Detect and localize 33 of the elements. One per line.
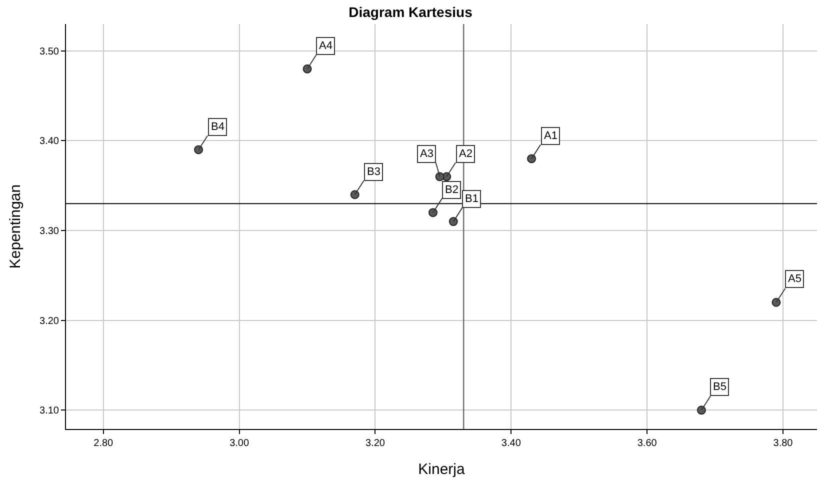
point: [302, 64, 312, 74]
point: [435, 172, 444, 182]
y-axis-title: Kepentingan: [6, 184, 24, 269]
y-tick-label: 3.50: [40, 46, 60, 58]
x-tick-label: 3.80: [773, 438, 794, 449]
point: [448, 217, 458, 226]
x-axis-title: Kinerja: [418, 461, 466, 478]
point: [527, 154, 536, 164]
annotation: B2: [445, 184, 458, 196]
annotation: A5: [788, 273, 802, 285]
annotation: B1: [465, 193, 478, 205]
point: [194, 145, 204, 154]
annotation: A2: [459, 148, 472, 160]
y-tick-label: 3.10: [40, 406, 60, 417]
x-tick-label: 3.40: [501, 438, 522, 449]
point: [696, 406, 706, 415]
annotation: B4: [211, 121, 224, 133]
annotation: A4: [319, 40, 332, 52]
annotation: A1: [544, 130, 558, 142]
point: [428, 208, 438, 218]
annotation: B3: [367, 166, 380, 178]
point: [772, 298, 781, 307]
y-tick-label: 3.40: [40, 136, 60, 148]
annotation: A3: [420, 148, 434, 160]
x-tick-label: 2.80: [94, 438, 114, 449]
chart-title: Diagram Kartesius: [348, 4, 473, 20]
x-tick-label: 3.60: [637, 438, 658, 449]
y-tick-label: 3.20: [40, 316, 60, 327]
y-tick-label: 3.30: [40, 226, 60, 238]
x-tick-label: 3.20: [366, 438, 386, 449]
annotation: B5: [713, 381, 726, 393]
point: [350, 190, 360, 200]
x-tick-label: 3.00: [230, 438, 250, 449]
